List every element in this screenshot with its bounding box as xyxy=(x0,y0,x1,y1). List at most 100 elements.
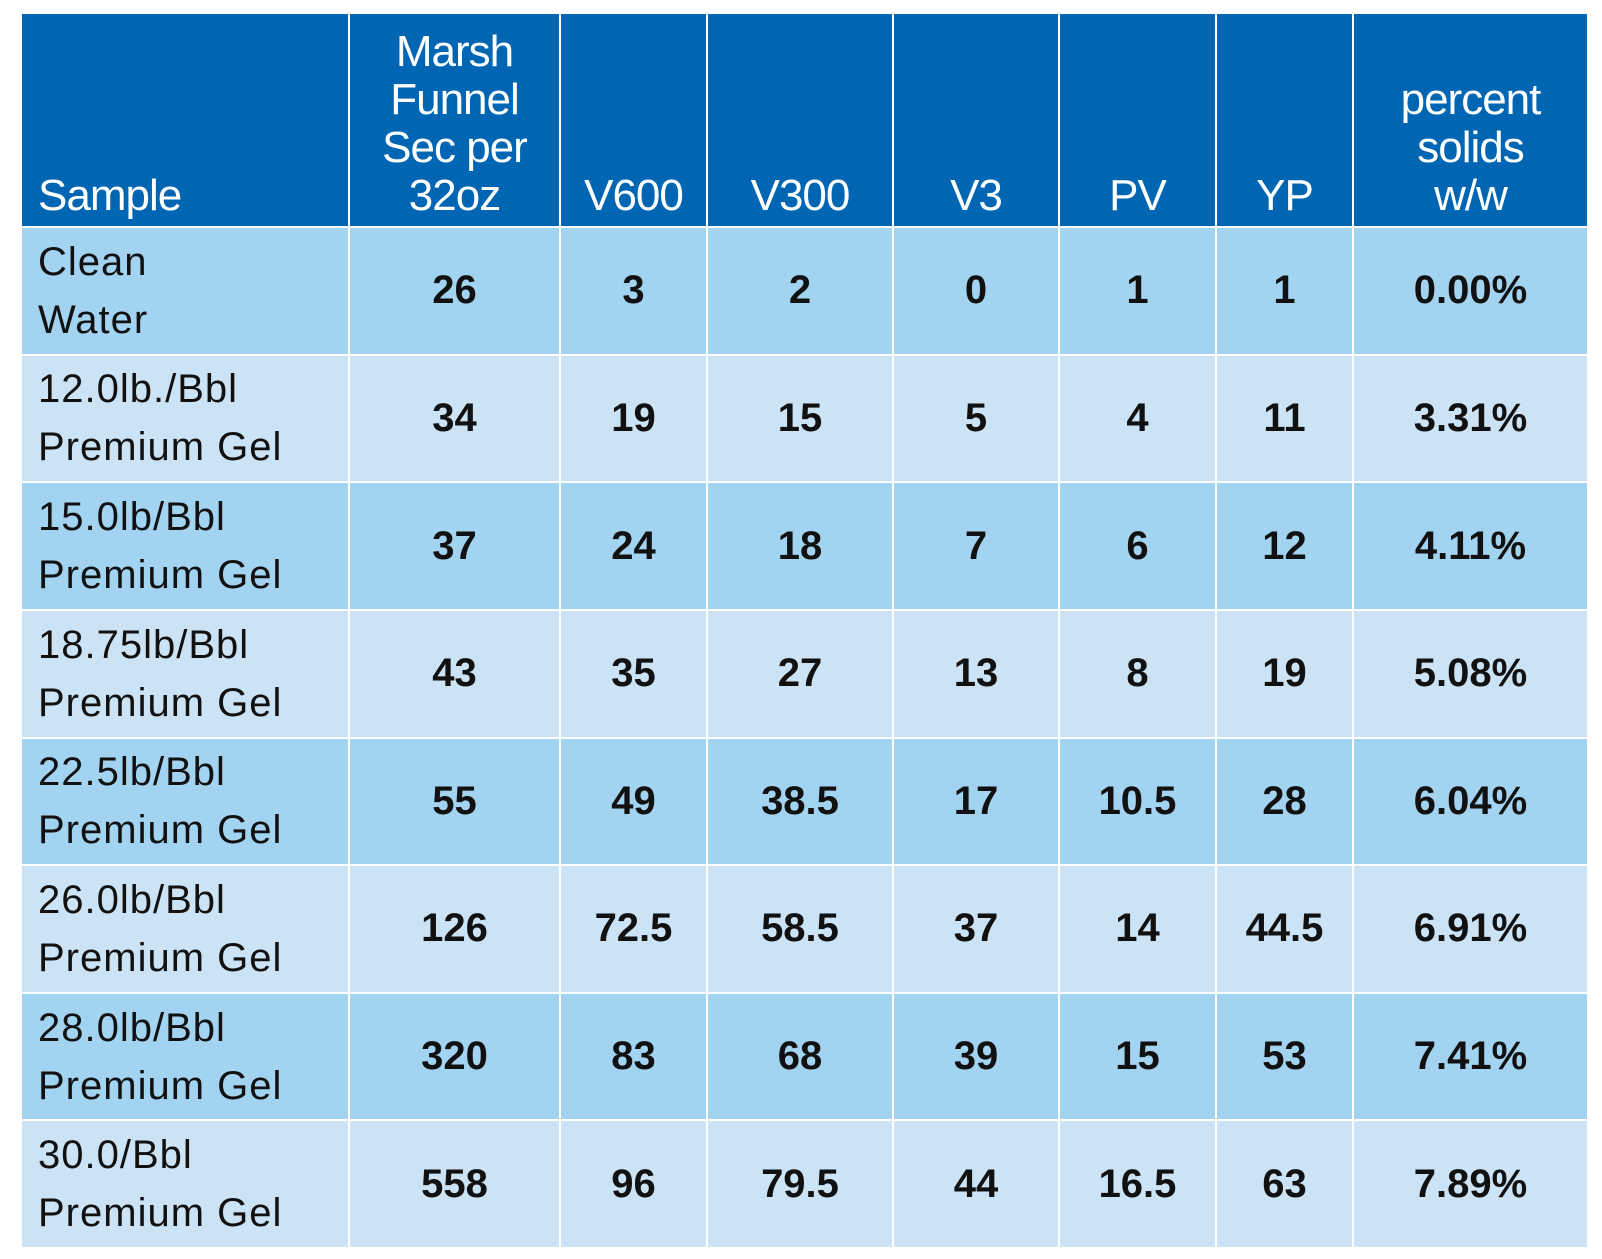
sample-label-line: 15.0lb/Bbl xyxy=(38,495,226,540)
pv-cell: 14 xyxy=(1058,864,1217,994)
v3-cell: 7 xyxy=(892,481,1060,611)
sample-label-line: 26.0lb/Bbl xyxy=(38,877,226,922)
v300-cell: 68 xyxy=(706,991,894,1122)
v300-cell: 79.5 xyxy=(706,1119,894,1249)
yp-cell: 11 xyxy=(1215,353,1354,484)
marsh-funnel-cell: 34 xyxy=(348,353,561,484)
sample-label-line: 12.0lb./Bbl xyxy=(38,367,239,412)
yp-cell: 53 xyxy=(1215,991,1354,1122)
v3-cell: 0 xyxy=(892,226,1060,356)
v300-cell: 2 xyxy=(706,226,894,356)
v3-cell: 39 xyxy=(892,991,1060,1122)
header-label-line: Sample xyxy=(38,171,182,220)
data-table: Sample Marsh Funnel Sec per 32oz V600 V300 V3 PV… xyxy=(20,12,1589,1249)
header-label-line: Marsh xyxy=(395,27,514,76)
marsh-funnel-cell: 55 xyxy=(348,736,561,867)
sample-cell: Clean Water xyxy=(20,226,350,356)
table-body: Clean Water 26 3 2 0 1 1 0.00% 12.0lb./Bbl Premium… xyxy=(20,226,1589,1249)
percent-solids-cell: 7.89% xyxy=(1352,1119,1589,1249)
v600-cell: 24 xyxy=(559,481,708,611)
header-label-line: PV xyxy=(1109,171,1167,220)
pv-cell: 16.5 xyxy=(1058,1119,1217,1249)
marsh-funnel-cell: 26 xyxy=(348,226,561,356)
header-label-line: w/w xyxy=(1434,171,1508,220)
marsh-funnel-cell: 43 xyxy=(348,608,561,739)
sample-cell: 15.0lb/Bbl Premium Gel xyxy=(20,481,350,611)
percent-solids-cell: 4.11% xyxy=(1352,481,1589,611)
sample-label-line: 22.5lb/Bbl xyxy=(38,750,226,795)
v3-cell: 44 xyxy=(892,1119,1060,1249)
yp-cell: 12 xyxy=(1215,481,1354,611)
sample-label-line: Premium Gel xyxy=(38,1063,283,1108)
table-row: 28.0lb/Bbl Premium Gel 320 83 68 39 15 53 7.41% xyxy=(20,991,1589,1122)
header-v3: V3 xyxy=(892,12,1060,228)
pv-cell: 6 xyxy=(1058,481,1217,611)
header-row: Sample Marsh Funnel Sec per 32oz V600 V300 V3 PV… xyxy=(20,12,1589,228)
header-v300: V300 xyxy=(706,12,894,228)
v300-cell: 15 xyxy=(706,353,894,484)
yp-cell: 28 xyxy=(1215,736,1354,867)
percent-solids-cell: 5.08% xyxy=(1352,608,1589,739)
pv-cell: 4 xyxy=(1058,353,1217,484)
sample-label-line: Premium Gel xyxy=(38,680,283,725)
sample-cell: 30.0/Bbl Premium Gel xyxy=(20,1119,350,1249)
v3-cell: 5 xyxy=(892,353,1060,484)
percent-solids-cell: 6.04% xyxy=(1352,736,1589,867)
header-label-line: solids xyxy=(1417,123,1525,172)
v600-cell: 3 xyxy=(559,226,708,356)
v600-cell: 83 xyxy=(559,991,708,1122)
sample-cell: 18.75lb/Bbl Premium Gel xyxy=(20,608,350,739)
v300-cell: 27 xyxy=(706,608,894,739)
v600-cell: 35 xyxy=(559,608,708,739)
percent-solids-cell: 6.91% xyxy=(1352,864,1589,994)
pv-cell: 10.5 xyxy=(1058,736,1217,867)
header-label-line: Funnel xyxy=(390,75,520,124)
sample-label-line: 18.75lb/Bbl xyxy=(38,622,250,667)
marsh-funnel-cell: 126 xyxy=(348,864,561,994)
pv-cell: 1 xyxy=(1058,226,1217,356)
v3-cell: 13 xyxy=(892,608,1060,739)
header-marsh-funnel: Marsh Funnel Sec per 32oz xyxy=(348,12,561,228)
v600-cell: 19 xyxy=(559,353,708,484)
table-row: 12.0lb./Bbl Premium Gel 34 19 15 5 4 11 3.31% xyxy=(20,353,1589,484)
sample-label-line: 30.0/Bbl xyxy=(38,1133,193,1178)
header-yp: YP xyxy=(1215,12,1354,228)
pv-cell: 8 xyxy=(1058,608,1217,739)
table-row: 26.0lb/Bbl Premium Gel 126 72.5 58.5 37 14 44.5… xyxy=(20,864,1589,994)
header-label-line: 32oz xyxy=(408,171,501,220)
header-pv: PV xyxy=(1058,12,1217,228)
v300-cell: 38.5 xyxy=(706,736,894,867)
table-row: Clean Water 26 3 2 0 1 1 0.00% xyxy=(20,226,1589,356)
header-label-line: V300 xyxy=(750,171,851,220)
sample-label-line: 28.0lb/Bbl xyxy=(38,1005,226,1050)
sample-label-line: Premium Gel xyxy=(38,425,283,470)
v600-cell: 49 xyxy=(559,736,708,867)
sample-cell: 22.5lb/Bbl Premium Gel xyxy=(20,736,350,867)
sample-cell: 26.0lb/Bbl Premium Gel xyxy=(20,864,350,994)
table-row: 15.0lb/Bbl Premium Gel 37 24 18 7 6 12 4.11% xyxy=(20,481,1589,611)
table-row: 22.5lb/Bbl Premium Gel 55 49 38.5 17 10.5 28 6.0… xyxy=(20,736,1589,867)
header-label-line: YP xyxy=(1256,171,1314,220)
yp-cell: 44.5 xyxy=(1215,864,1354,994)
sample-cell: 12.0lb./Bbl Premium Gel xyxy=(20,353,350,484)
yp-cell: 63 xyxy=(1215,1119,1354,1249)
sample-label-line: Water xyxy=(38,297,149,342)
marsh-funnel-cell: 320 xyxy=(348,991,561,1122)
sample-label-line: Clean xyxy=(38,239,148,284)
header-label-line: V3 xyxy=(950,171,1003,220)
marsh-funnel-cell: 37 xyxy=(348,481,561,611)
sample-label-line: Premium Gel xyxy=(38,1191,283,1236)
header-label-line: percent xyxy=(1400,75,1542,124)
v3-cell: 17 xyxy=(892,736,1060,867)
v300-cell: 18 xyxy=(706,481,894,611)
v300-cell: 58.5 xyxy=(706,864,894,994)
table-row: 30.0/Bbl Premium Gel 558 96 79.5 44 16.5 63 7.89… xyxy=(20,1119,1589,1249)
sample-label-line: Premium Gel xyxy=(38,935,283,980)
header-label-line: V600 xyxy=(584,171,684,220)
header-v600: V600 xyxy=(559,12,708,228)
sample-cell: 28.0lb/Bbl Premium Gel xyxy=(20,991,350,1122)
percent-solids-cell: 3.31% xyxy=(1352,353,1589,484)
pv-cell: 15 xyxy=(1058,991,1217,1122)
v3-cell: 37 xyxy=(892,864,1060,994)
percent-solids-cell: 0.00% xyxy=(1352,226,1589,356)
